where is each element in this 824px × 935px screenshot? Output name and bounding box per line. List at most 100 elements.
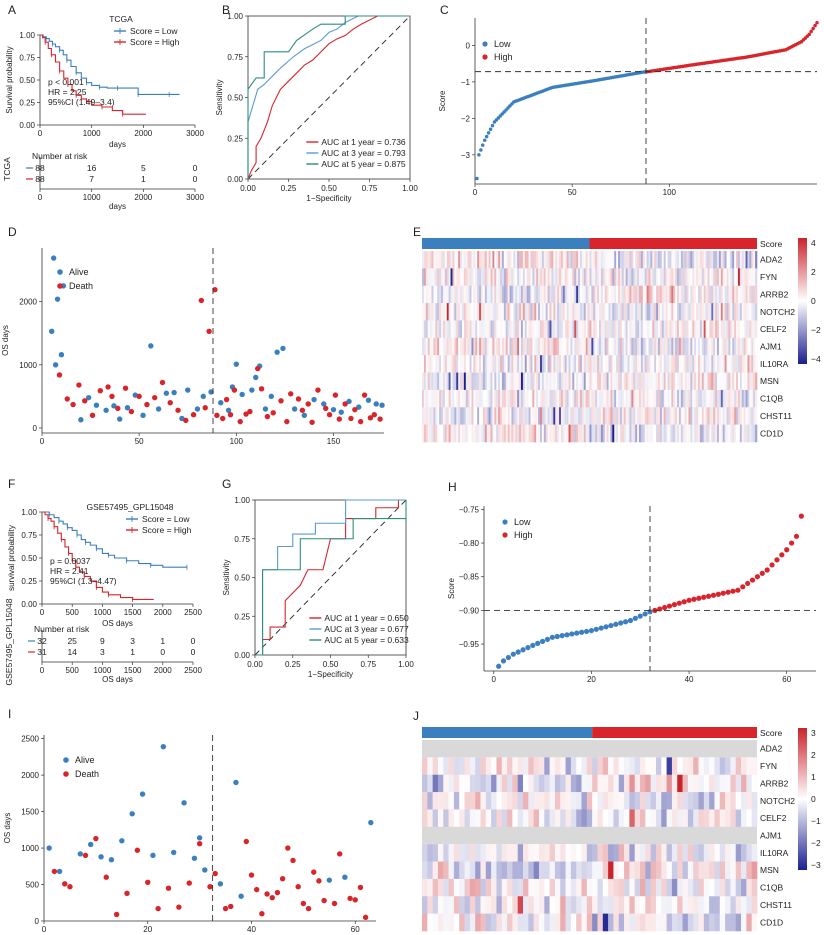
E-heatmap-cell: [427, 407, 430, 425]
E-heatmap-cell: [652, 372, 655, 391]
J-heatmap-cell: [682, 896, 689, 914]
J-heatmap-cell: [602, 878, 609, 897]
E-heatmap-cell: [488, 407, 491, 425]
J-heatmap-cell: [427, 861, 433, 880]
E-heatmap-cell: [471, 303, 474, 321]
E-heatmap-cell: [675, 303, 678, 321]
E-heatmap-cell: [678, 372, 682, 391]
E-heatmap-cell: [669, 355, 672, 373]
E-heatmap-cell: [454, 268, 457, 287]
E-heatmap-cell: [659, 285, 663, 304]
J-heatmap-cell: [693, 809, 699, 828]
J-heatmap-cell: [602, 913, 609, 932]
E-heatmap-cell: [439, 320, 442, 339]
D-ytick-label: 1000: [19, 361, 37, 370]
E-heatmap-cell: [479, 355, 482, 373]
E-heatmap-cell: [642, 355, 645, 373]
E-heatmap-cell: [650, 424, 653, 443]
J-heatmap-cell: [549, 878, 556, 897]
D-death-point: [152, 394, 158, 401]
J-heatmap-cell: [608, 757, 614, 776]
E-heatmap-cell: [705, 407, 708, 425]
E-heatmap-cell: [661, 355, 665, 373]
E-heatmap-cell: [448, 355, 451, 373]
E-heatmap-cell: [751, 355, 754, 373]
E-heatmap-cell: [433, 407, 436, 425]
E-heatmap-cell: [454, 372, 457, 391]
E-heatmap-cell: [724, 337, 727, 356]
E-heatmap-cell: [444, 303, 448, 321]
E-heatmap-cell: [608, 407, 611, 425]
E-heatmap-cell: [633, 424, 636, 443]
E-heatmap-cell: [629, 268, 632, 287]
E-heatmap-cell: [482, 424, 486, 443]
E-heatmap-cell: [692, 285, 695, 304]
E-heatmap-cell: [425, 320, 429, 339]
E-heatmap-cell: [574, 337, 577, 356]
E-heatmap-cell: [500, 407, 503, 425]
E-heatmap-cell: [709, 424, 712, 443]
E-heatmap-cell: [673, 389, 676, 408]
E-heatmap-cell: [568, 424, 571, 443]
E-heatmap-cell: [741, 251, 744, 269]
E-heatmap-cell: [604, 268, 607, 287]
H-score-point-high: [715, 591, 721, 597]
G-ytick-label: 0.75: [234, 535, 250, 544]
E-heatmap-cell: [677, 320, 680, 339]
E-heatmap-cell: [587, 389, 590, 408]
E-heatmap-cell: [532, 320, 535, 339]
E-heatmap-cell: [461, 372, 465, 391]
E-heatmap-cell: [448, 268, 451, 287]
J-legend-tick-label: 1: [811, 772, 816, 782]
E-heatmap-cell: [511, 303, 514, 321]
I-alive-point: [196, 835, 203, 841]
E-heatmap-cell: [488, 303, 491, 321]
J-heatmap-cell: [751, 878, 758, 897]
E-heatmap-cell: [659, 303, 663, 321]
E-heatmap-cell: [423, 424, 427, 443]
E-heatmap-cell: [707, 303, 710, 321]
J-heatmap-cell: [517, 861, 524, 880]
E-heatmap-cell: [583, 389, 586, 408]
E-heatmap-cell: [450, 389, 453, 408]
E-heatmap-cell: [520, 407, 524, 425]
E-heatmap-cell: [473, 268, 476, 287]
E-heatmap-cell: [673, 355, 676, 373]
E-heatmap-cell: [619, 320, 623, 339]
E-heatmap-cell: [509, 251, 512, 269]
E-heatmap-cell: [661, 424, 665, 443]
E-heatmap-cell: [549, 424, 552, 443]
I-death-point: [259, 911, 265, 917]
E-heatmap-cell: [583, 407, 586, 425]
J-heatmap-cell: [677, 913, 683, 932]
J-heatmap-cell: [581, 878, 588, 897]
E-heatmap-cell: [694, 303, 697, 321]
E-heatmap-cell: [579, 268, 583, 287]
I-ytick-label: 1500: [21, 808, 39, 817]
E-heatmap-cell: [435, 337, 438, 356]
E-heatmap-cell: [530, 268, 533, 287]
E-heatmap-cell: [425, 251, 429, 269]
J-heatmap-cell: [496, 844, 503, 862]
E-heatmap-cell: [435, 389, 438, 408]
E-heatmap-cell: [745, 268, 748, 287]
J-heatmap-cell: [560, 878, 566, 897]
E-heatmap-cell: [570, 285, 573, 304]
E-heatmap-cell: [473, 285, 476, 304]
E-heatmap-cell: [635, 337, 638, 356]
J-heatmap-cell: [592, 878, 598, 897]
J-heatmap-cell: [432, 792, 439, 810]
E-heatmap-cell: [423, 285, 427, 304]
E-heatmap-cell: [652, 389, 655, 408]
H-score-point-high: [705, 593, 712, 599]
E-heatmap-cell: [593, 303, 596, 321]
J-heatmap-cell: [570, 896, 577, 914]
E-heatmap-cell: [549, 268, 552, 287]
E-heatmap-cell: [433, 285, 436, 304]
F-risk-count: 0: [191, 636, 196, 646]
I-alive-point: [129, 811, 135, 817]
J-heatmap-cell: [496, 757, 503, 776]
E-heatmap-cell: [446, 355, 449, 373]
E-heatmap-cell: [595, 320, 598, 339]
J-heatmap-cell: [443, 913, 449, 932]
